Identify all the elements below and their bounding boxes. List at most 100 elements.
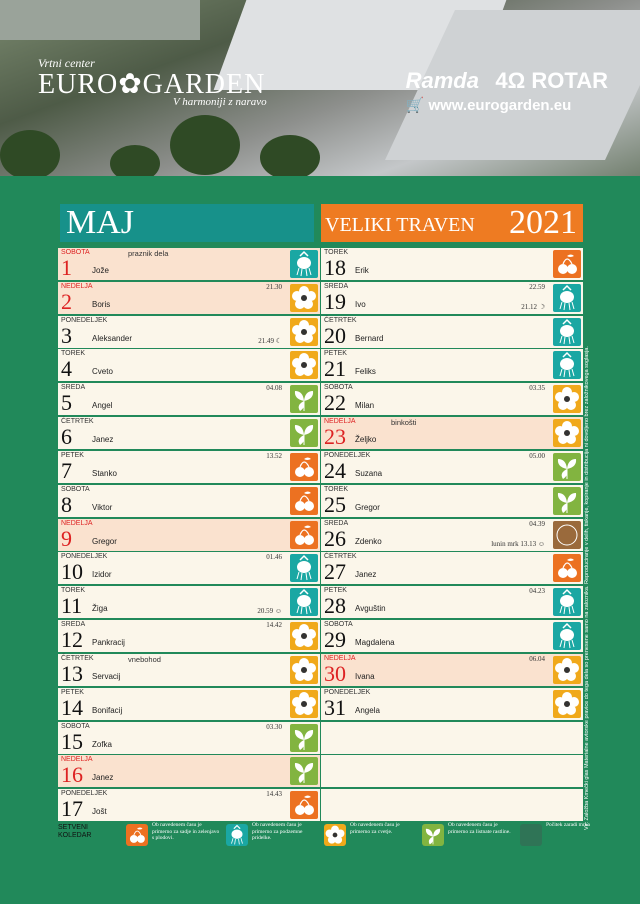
weekday-label: SOBOTA	[61, 722, 90, 730]
day-row: NEDELJA 30 Ivana 06.04	[321, 653, 583, 686]
leaf-icon	[290, 757, 318, 786]
day-row: SREDA 12 Pankracij 14.42	[58, 620, 320, 653]
month-year: 2021	[509, 204, 577, 241]
moon-event-time: 21.49 ☾	[258, 336, 282, 345]
day-number: 15	[61, 728, 83, 754]
name-day: Servacij	[92, 671, 121, 681]
legend-title: SETVENI KOLEDAR	[58, 824, 92, 839]
name-day: Pankracij	[92, 638, 125, 648]
photo-edge	[0, 176, 640, 182]
rotar-logo: 4Ω ROTAR	[495, 68, 608, 93]
name-day: Boris	[92, 299, 111, 309]
leaf-icon	[422, 824, 444, 846]
day-row: PONEDELJEK 31 Angela	[321, 687, 583, 720]
day-number: 3	[61, 322, 72, 348]
brand-tagline: V harmoniji z naravo	[173, 96, 267, 108]
weekday-label: ČETRTEK	[61, 654, 94, 662]
weekday-label: NEDELJA	[61, 519, 93, 527]
day-row: ČETRTEK 6 Janez	[58, 417, 320, 450]
day-number: 19	[324, 288, 346, 314]
day-number: 26	[324, 525, 346, 551]
day-row: TOREK 25 Gregor	[321, 484, 583, 517]
moon-phase-time: 14.42	[266, 621, 282, 630]
moon-phase-time: 14.43	[266, 790, 282, 799]
name-day: Janez	[92, 435, 114, 445]
weekday-label: ČETRTEK	[61, 418, 94, 426]
day-number: 31	[324, 694, 346, 720]
legend-text: Ob navedenem času je primerno za cvetje.	[350, 822, 400, 835]
weekday-label: ČETRTEK	[324, 553, 357, 561]
name-day: Izidor	[92, 570, 112, 580]
name-day: Ivo	[355, 299, 366, 309]
website-link[interactable]: 🛒 www.eurogarden.eu	[405, 97, 572, 114]
day-number: 8	[61, 491, 72, 517]
flower-icon	[290, 655, 318, 684]
leaf-icon	[553, 486, 581, 515]
weekday-label: TOREK	[61, 587, 85, 595]
day-number: 23	[324, 424, 346, 450]
weekday-label: NEDELJA	[324, 418, 356, 426]
weekday-label: NEDELJA	[61, 756, 93, 764]
day-row: PONEDELJEK 3 Aleksander 21.49 ☾	[58, 315, 320, 348]
flower-icon	[553, 689, 581, 718]
weekday-label: TOREK	[61, 350, 85, 358]
moon-phase-time: 21.30	[266, 282, 282, 291]
day-number: 2	[61, 288, 72, 314]
moon-phase-time: 13.52	[266, 451, 282, 460]
day-number: 27	[324, 559, 346, 585]
weekday-label: PETEK	[61, 451, 84, 459]
name-day: Viktor	[92, 502, 113, 512]
tree	[170, 115, 240, 175]
flower-icon	[324, 824, 346, 846]
weekday-label: ČETRTEK	[324, 316, 357, 324]
name-day: Željko	[355, 435, 377, 445]
day-row: ČETRTEK 20 Bernard	[321, 315, 583, 348]
weekday-label: PONEDELJEK	[61, 790, 108, 798]
month-alt-name: VELIKI TRAVEN	[325, 214, 475, 236]
name-day: Zofka	[92, 739, 113, 749]
leaf-icon	[290, 385, 318, 414]
leaf-icon	[553, 452, 581, 481]
name-day: Stanko	[92, 468, 117, 478]
day-number: 18	[324, 255, 346, 280]
day-number: 5	[61, 390, 72, 416]
empty-day-row	[321, 789, 583, 822]
flower-icon	[553, 385, 581, 414]
month-title: MAJ	[60, 204, 314, 242]
weekday-label: TOREK	[324, 485, 348, 493]
day-row: SOBOTA 8 Viktor	[58, 484, 320, 517]
day-row: PETEK 21 Feliks	[321, 349, 583, 382]
day-row: TOREK 11 Žiga 20.59 ☺	[58, 586, 320, 619]
day-row: NEDELJA 2 Boris 21.30	[58, 281, 320, 314]
moon-phase-time: 04.39	[529, 519, 545, 528]
weekday-label: SREDA	[61, 384, 86, 392]
weekday-label: TOREK	[324, 249, 348, 256]
day-row: PONEDELJEK 10 Izidor 01.46	[58, 552, 320, 585]
moon-phase-time: 01.46	[266, 553, 282, 562]
tree	[0, 130, 60, 180]
copyright-note: Vir: Založba Kmečki glas Materialne avto…	[584, 346, 590, 830]
day-row: NEDELJA 9 Gregor	[58, 518, 320, 551]
empty-day-row	[321, 721, 583, 754]
moon-phase-time: 04.08	[266, 384, 282, 393]
root-vegetable-icon	[553, 283, 581, 312]
moon-phase-time: 05.00	[529, 451, 545, 460]
day-number: 24	[324, 457, 346, 483]
weekday-label: PONEDELJEK	[61, 553, 108, 561]
name-day: Suzana	[355, 468, 383, 478]
root-vegetable-icon	[290, 250, 318, 278]
day-row: PETEK 7 Stanko 13.52	[58, 450, 320, 483]
day-row: PONEDELJEK 17 Jošt 14.43	[58, 789, 320, 822]
day-row: SREDA 26 Zdenko 04.39 lunin mrk 13.13 ☺	[321, 518, 583, 551]
moon-event-time: 20.59 ☺	[257, 607, 282, 616]
day-row: NEDELJA 16 Janez	[58, 755, 320, 788]
day-number: 12	[61, 627, 83, 653]
weekday-label: PETEK	[61, 688, 84, 696]
flower-icon	[290, 351, 318, 380]
moon-phase-time: 22.59	[529, 282, 545, 291]
brand-name: EURO✿GARDEN	[38, 69, 266, 100]
name-day: Zdenko	[355, 536, 382, 546]
name-day: Jošt	[92, 807, 107, 817]
moon-phase-time: 04.23	[529, 587, 545, 596]
fruit-icon	[553, 554, 581, 583]
